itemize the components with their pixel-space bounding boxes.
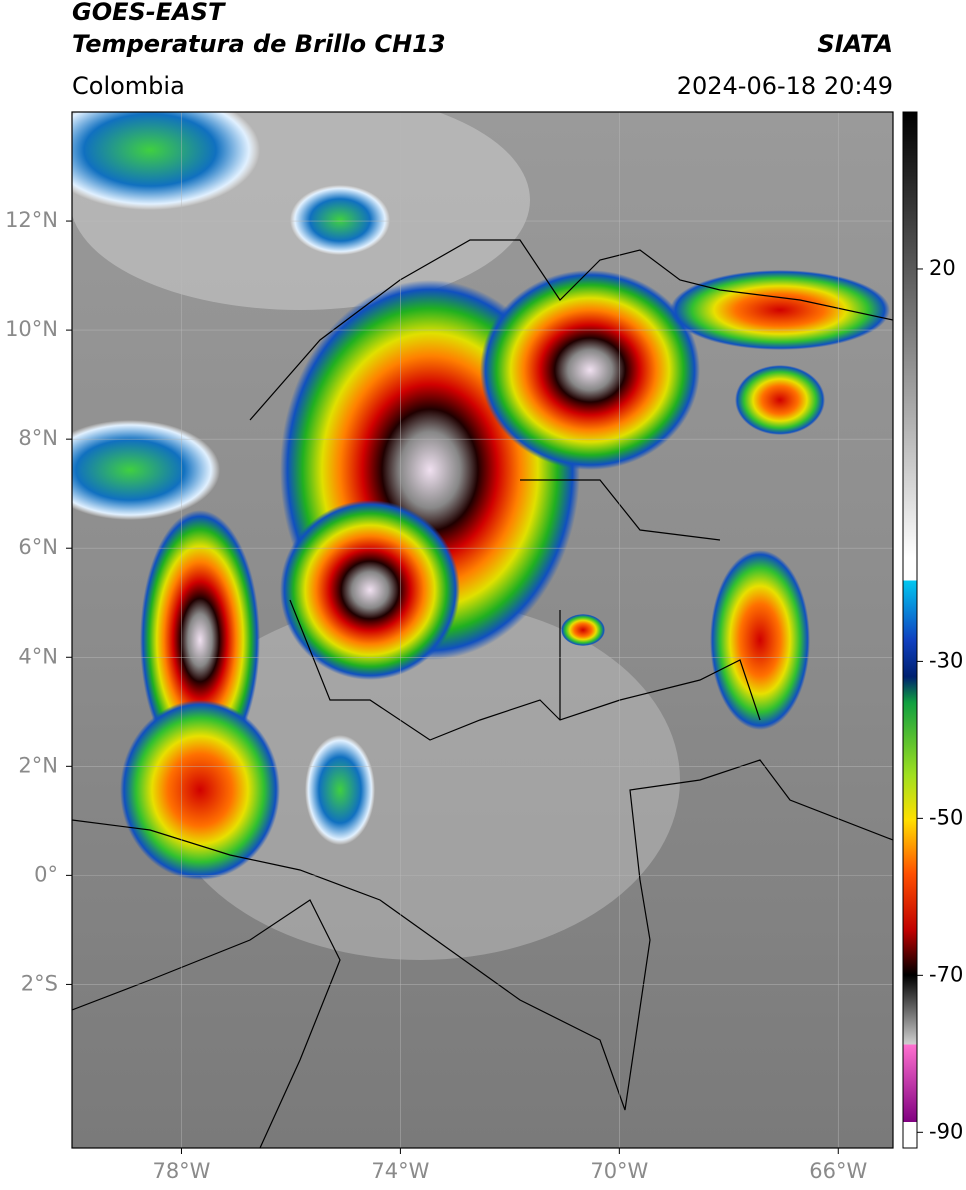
storm xyxy=(140,510,260,770)
map-frame xyxy=(71,111,894,1149)
colorbar-label: -90 xyxy=(929,1119,963,1143)
storm xyxy=(280,500,460,680)
border xyxy=(289,599,761,741)
subtitle: Temperatura de Brillo CH13 xyxy=(72,30,446,58)
colorbar-label: -50 xyxy=(929,805,963,829)
grid xyxy=(72,112,893,1148)
coastline xyxy=(249,239,893,421)
colorbar-label: -70 xyxy=(929,962,963,986)
source: SIATA xyxy=(817,30,893,58)
datetime: 2024-06-18 20:49 xyxy=(677,72,893,100)
y-tick-label: 2°S xyxy=(21,971,58,995)
y-tick-label: 0° xyxy=(34,862,58,886)
storm xyxy=(710,550,810,730)
cloud xyxy=(72,112,260,210)
region: Colombia xyxy=(72,72,185,100)
title: GOES-EAST xyxy=(72,0,226,26)
cloud xyxy=(305,735,375,845)
y-tick-label: 12°N xyxy=(5,208,58,232)
border xyxy=(520,479,721,720)
colorbar-label: -30 xyxy=(929,648,963,672)
colorbar xyxy=(902,111,918,1149)
x-tick-label: 66°W xyxy=(809,1159,867,1183)
y-tick-label: 2°N xyxy=(18,753,58,777)
x-tick-label: 70°W xyxy=(590,1159,648,1183)
cloud xyxy=(290,185,390,255)
y-tick-label: 6°N xyxy=(18,535,58,559)
storm xyxy=(735,365,825,435)
satellite-image xyxy=(72,112,893,1148)
y-tick-label: 8°N xyxy=(18,426,58,450)
storm xyxy=(561,614,605,646)
border xyxy=(72,899,341,1148)
cloud xyxy=(72,420,220,520)
storm xyxy=(480,270,700,470)
colorbar-label: 20 xyxy=(929,256,956,280)
y-tick-label: 10°N xyxy=(5,317,58,341)
cloud xyxy=(160,600,680,960)
storm xyxy=(670,270,890,350)
storm xyxy=(120,700,280,880)
x-tick-label: 74°W xyxy=(371,1159,429,1183)
border xyxy=(72,759,893,1111)
x-tick-label: 78°W xyxy=(152,1159,210,1183)
y-tick-label: 4°N xyxy=(18,644,58,668)
